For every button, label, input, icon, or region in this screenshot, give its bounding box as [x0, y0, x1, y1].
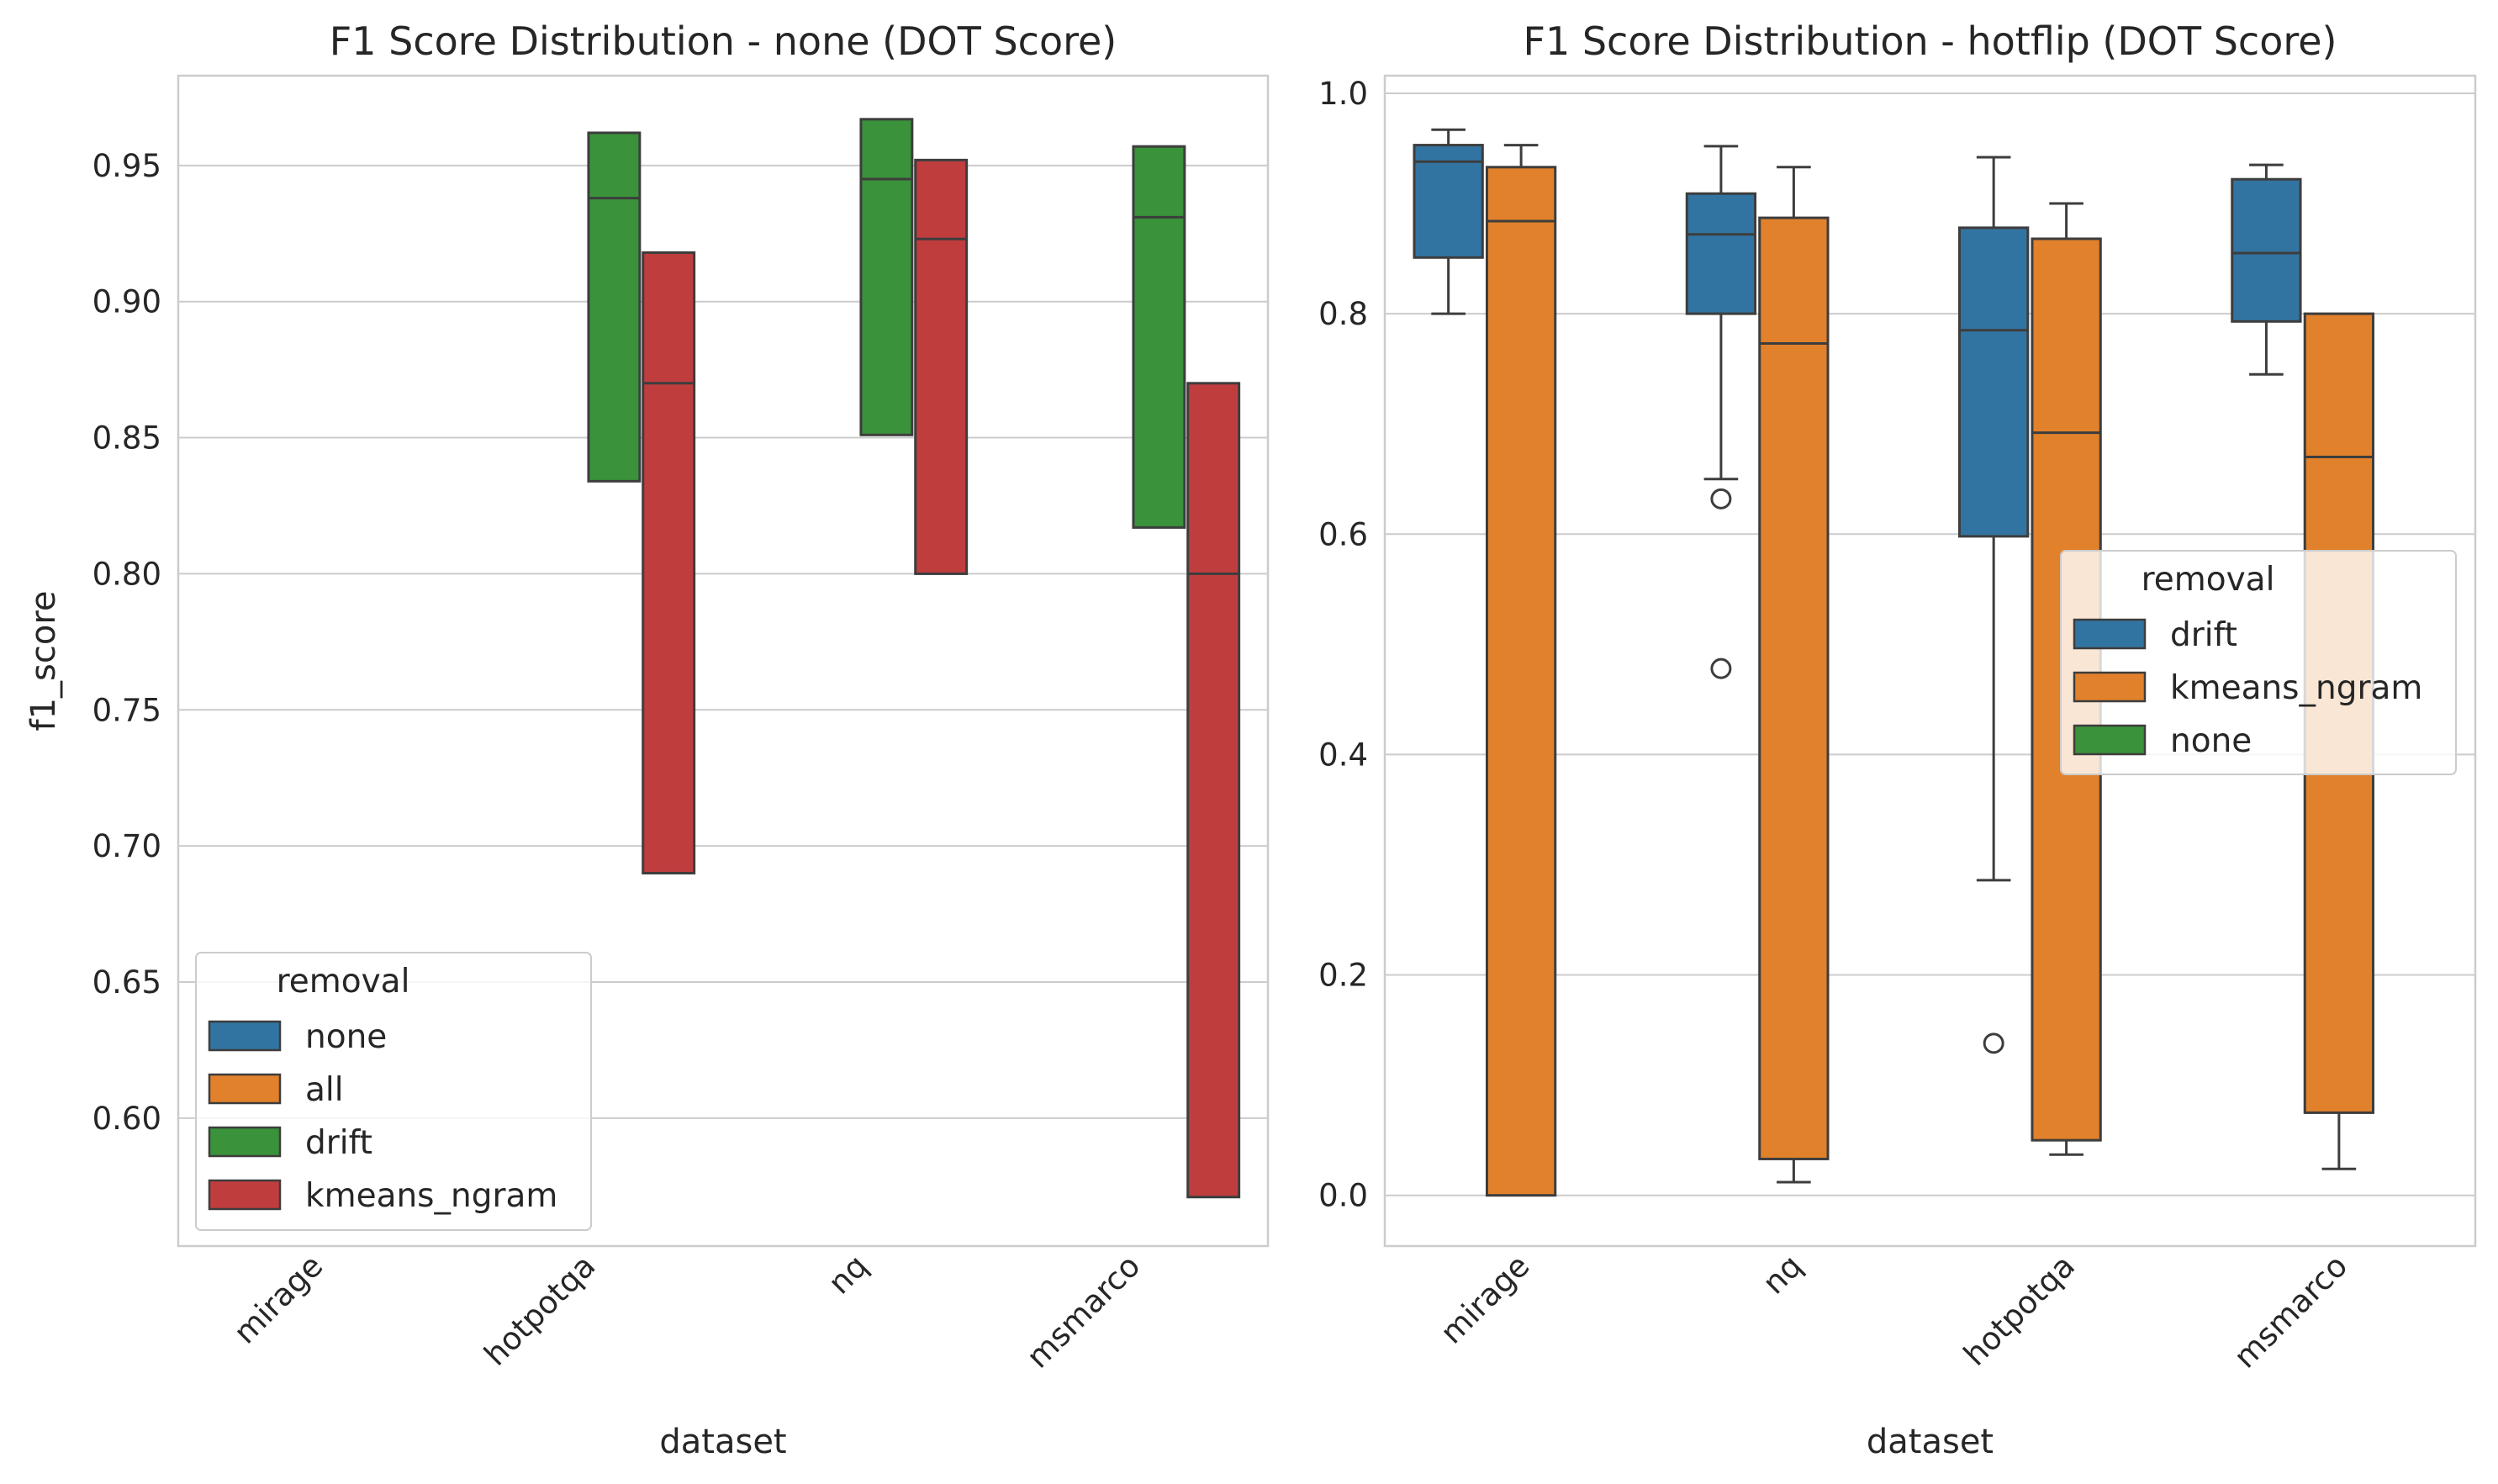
legend-swatch [208, 1179, 282, 1211]
legend-title: removal [277, 963, 410, 1001]
box-body [1958, 226, 2030, 538]
legend-swatch [208, 1020, 282, 1052]
box-drift-nq [1685, 145, 1757, 679]
legend-swatch [208, 1126, 282, 1158]
box-drift-msmarco [1132, 145, 1186, 529]
legend-swatch [2073, 671, 2147, 703]
axes-frame [177, 74, 1270, 1248]
chart-title: F1 Score Distribution - none (DOT Score) [330, 18, 1117, 64]
legend-swatch [208, 1073, 282, 1105]
box-body [1132, 145, 1186, 529]
legend: removal none all drift kmeans_ngram [195, 952, 592, 1231]
y-tick-label: 0.80 [92, 556, 161, 592]
x-tick-label: msmarco [2227, 1248, 2355, 1376]
box-drift-nq [859, 118, 914, 436]
legend-entry-label: drift [2170, 616, 2237, 654]
x-tick-label: nq [821, 1248, 875, 1302]
box-kmeans_ngram-mirage [1485, 144, 1557, 1197]
y-tick-label: 0.70 [92, 828, 161, 864]
box-body [1485, 166, 1557, 1197]
x-axis-label: dataset [659, 1423, 786, 1461]
y-tick-label: 0.95 [92, 148, 161, 184]
legend-swatch [2073, 724, 2147, 756]
y-tick-label: 0.60 [92, 1101, 161, 1137]
box-kmeans_ngram-nq [914, 158, 969, 575]
x-axis-label: dataset [1867, 1423, 1994, 1461]
box-body [1685, 192, 1757, 315]
axes-frame [1383, 74, 2477, 1248]
x-tick-label: nq [1756, 1248, 1809, 1302]
x-tick-label: msmarco [1020, 1248, 1148, 1376]
chart-panel-1: 0.60 0.65 0.70 0.75 0.80 0.85 0.90 0.95 mirage ho… [24, 18, 1270, 1461]
x-tick-label: mirage [1434, 1248, 1537, 1351]
y-tick-label: 0.6 [1318, 516, 1368, 552]
y-axis-label: f1_score [24, 590, 63, 731]
box-body [1758, 216, 1830, 1160]
box-drift-hotpotqa [587, 131, 642, 483]
y-tick-label: 0.85 [92, 420, 161, 457]
outlier-point [1983, 1032, 2004, 1054]
box-body [914, 158, 969, 575]
x-tick-label: mirage [227, 1248, 330, 1351]
outlier-point [1710, 488, 1732, 510]
y-tick-label: 0.75 [92, 692, 161, 728]
legend-entry-label: kmeans_ngram [305, 1177, 557, 1215]
box-body [587, 131, 642, 483]
legend-frame [2060, 550, 2457, 775]
box-drift-hotpotqa [1958, 156, 2030, 1054]
outlier-point [1710, 658, 1732, 679]
x-tick-label: hotpotqa [1957, 1248, 2082, 1373]
y-tick-label: 0.65 [92, 964, 161, 1001]
legend-entry-label: drift [305, 1124, 372, 1162]
chart-panel-2: 0.0 0.2 0.4 0.6 0.8 1.0 mirage nq hotpotqa msmarc… [1318, 18, 2477, 1461]
y-tick-label: 0.0 [1318, 1178, 1368, 1214]
y-tick-label: 0.4 [1318, 737, 1368, 773]
legend-entry-label: all [305, 1071, 344, 1109]
legend-entry-label: kmeans_ngram [2170, 669, 2422, 707]
box-body [859, 118, 914, 436]
box-body [642, 251, 696, 875]
box-body [1413, 144, 1484, 259]
box-kmeans_ngram-nq [1758, 166, 1830, 1184]
box-body [1186, 382, 1241, 1199]
box-body [2231, 177, 2302, 323]
box-kmeans_ngram-msmarco [1186, 382, 1241, 1199]
legend-entry-label: none [2170, 722, 2252, 760]
y-tick-label: 0.90 [92, 284, 161, 320]
chart-title: F1 Score Distribution - hotflip (DOT Sco… [1524, 18, 2337, 64]
y-tick-label: 1.0 [1318, 76, 1368, 112]
box-drift-msmarco [2231, 163, 2302, 376]
y-tick-label: 0.8 [1318, 296, 1368, 332]
legend-swatch [2073, 618, 2147, 650]
box-kmeans_ngram-hotpotqa [642, 251, 696, 875]
legend-entry-label: none [305, 1018, 387, 1056]
legend-frame [195, 952, 592, 1231]
legend-title: removal [2142, 561, 2275, 599]
box-drift-mirage [1413, 128, 1484, 315]
x-tick-label: hotpotqa [478, 1248, 603, 1373]
y-tick-label: 0.2 [1318, 958, 1368, 994]
